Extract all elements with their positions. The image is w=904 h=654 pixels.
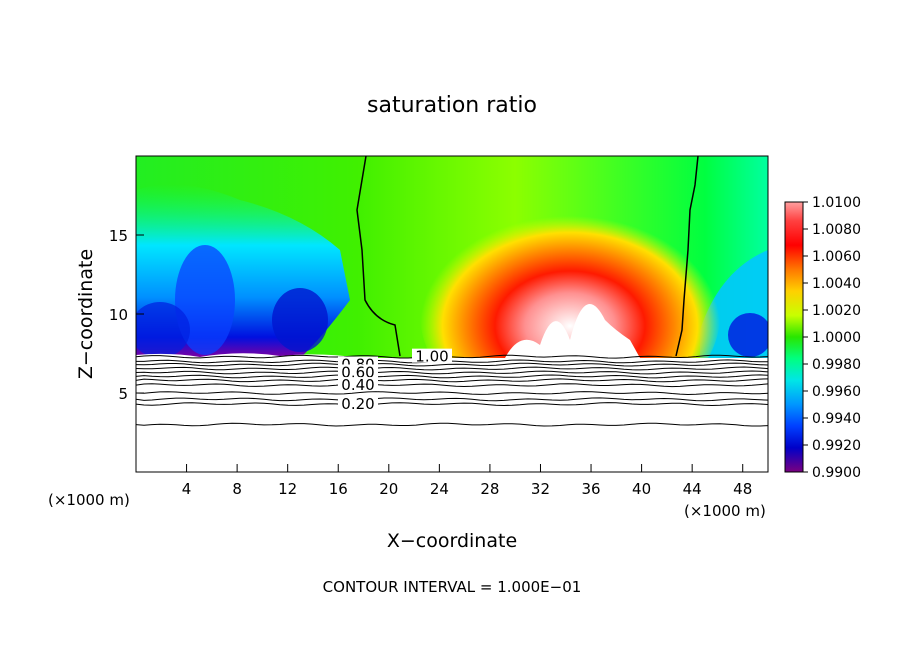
lower-domain	[136, 353, 768, 472]
x-tick-label: 40	[632, 480, 651, 498]
y-axis-label: Z−coordinate	[75, 249, 97, 379]
y-tick-label: 5	[118, 385, 128, 403]
contour-line	[135, 397, 769, 402]
contour-line	[135, 422, 769, 427]
x-unit-left: (×1000 m)	[48, 491, 130, 509]
contour-label-bg	[338, 364, 378, 379]
contour-lines	[135, 354, 769, 427]
contour-label: 1.00	[415, 348, 448, 366]
contour-line	[135, 378, 769, 383]
contour-line	[135, 362, 769, 367]
colorbar-label: 0.9980	[812, 357, 861, 373]
contour-labels: 1.000.800.600.400.20	[338, 348, 452, 413]
colorbar-label: 1.0060	[812, 249, 861, 265]
cloud-core-white	[505, 304, 640, 358]
y-tick-label: 15	[109, 227, 128, 245]
colorbar-label: 1.0040	[812, 276, 861, 292]
contour-line	[135, 370, 769, 375]
plot-area	[136, 156, 768, 472]
colorbar-label: 0.9940	[812, 411, 861, 427]
contour-line	[135, 374, 769, 379]
colorbar: 1.0100 1.0080 1.0060 1.0040 1.0020 1.0000 0.99…	[784, 195, 861, 481]
x-tick-label: 20	[379, 480, 398, 498]
colorbar-label: 1.0000	[812, 330, 861, 346]
cold-core-right	[728, 313, 768, 357]
contour-line	[135, 402, 769, 407]
colorbar-label: 1.0100	[812, 195, 861, 211]
saturation-contour-2	[675, 156, 699, 357]
x-tick-label: 4	[182, 480, 192, 498]
x-tick-label: 16	[329, 480, 348, 498]
x-tick-label: 8	[232, 480, 242, 498]
contour-label-bg	[412, 348, 452, 363]
x-tick-label: 24	[430, 480, 449, 498]
contour-line	[135, 391, 769, 396]
x-tick-label: 28	[480, 480, 499, 498]
saturation-contour-1	[356, 156, 401, 357]
colorbar-label: 0.9960	[812, 384, 861, 400]
colorbar-label: 1.0020	[812, 303, 861, 319]
y-tick-label: 10	[109, 306, 128, 324]
x-tick-label: 36	[581, 480, 600, 498]
colorbar-gradient	[784, 201, 804, 473]
x-axis-label: X−coordinate	[387, 530, 517, 552]
chart-title: saturation ratio	[367, 93, 537, 118]
colorbar-label: 0.9900	[812, 465, 861, 481]
x-tick-label: 32	[531, 480, 550, 498]
contour-interval-note: CONTOUR INTERVAL = 1.000E−01	[323, 578, 582, 596]
contour-line	[135, 383, 769, 388]
cold-core-left-2	[272, 288, 328, 352]
contour-line	[135, 366, 769, 371]
contour-label: 0.60	[341, 363, 374, 381]
y-axis-ticks: 5 10 15	[109, 227, 144, 403]
contour-label-bg	[338, 377, 378, 392]
contour-label: 0.20	[341, 395, 374, 413]
contour-label-bg	[338, 396, 378, 411]
x-unit-right: (×1000 m)	[684, 502, 766, 520]
x-tick-label: 12	[278, 480, 297, 498]
colorbar-label: 0.9920	[812, 438, 861, 454]
contour-label: 0.40	[341, 376, 374, 394]
x-tick-label: 48	[733, 480, 752, 498]
colorbar-label: 1.0080	[812, 222, 861, 238]
colorbar-labels: 1.0100 1.0080 1.0060 1.0040 1.0020 1.0000 0.99…	[803, 195, 861, 481]
x-tick-label: 44	[683, 480, 702, 498]
cold-core-left-3	[136, 302, 190, 358]
x-axis-ticks: 4 8 12 16 20 24 28 32 36 40 44 48	[182, 464, 752, 498]
cold-core-left-1	[175, 245, 235, 355]
